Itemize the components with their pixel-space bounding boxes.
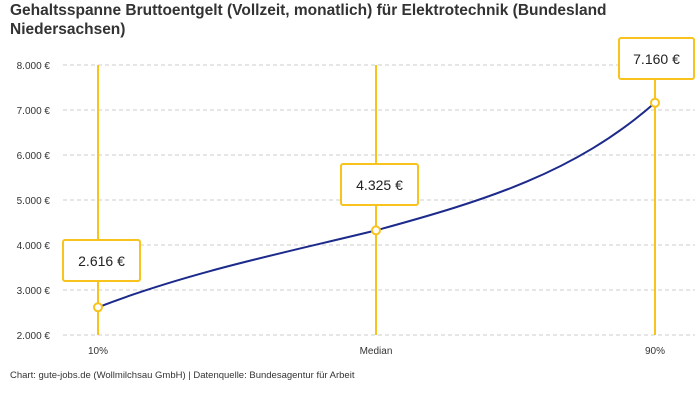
data-label-box (618, 37, 695, 80)
y-tick-label: 5.000 € (17, 196, 51, 207)
data-point (93, 302, 103, 313)
data-label: 4.325 € (356, 177, 403, 193)
y-tick-label: 7.000 € (17, 106, 51, 117)
x-tick-label: 90% (645, 346, 665, 357)
data-label: 2.616 € (78, 253, 125, 269)
data-point (650, 97, 660, 108)
y-tick-label: 6.000 € (17, 151, 51, 162)
y-tick-label: 3.000 € (17, 286, 51, 297)
data-label: 7.160 € (633, 51, 680, 67)
x-tick-label: 10% (88, 346, 108, 357)
chart-title: Gehaltsspanne Bruttoentgelt (Vollzeit, m… (10, 2, 607, 38)
data-label-box (340, 163, 419, 206)
data-point (371, 225, 381, 236)
y-tick-label: 4.000 € (17, 241, 51, 252)
data-label-box (62, 239, 141, 282)
y-tick-label: 2.000 € (17, 331, 51, 342)
chart-source: Chart: gute-jobs.de (Wollmilchsau GmbH) … (10, 370, 355, 381)
y-tick-label: 8.000 € (17, 61, 51, 72)
x-tick-label: Median (360, 346, 393, 357)
